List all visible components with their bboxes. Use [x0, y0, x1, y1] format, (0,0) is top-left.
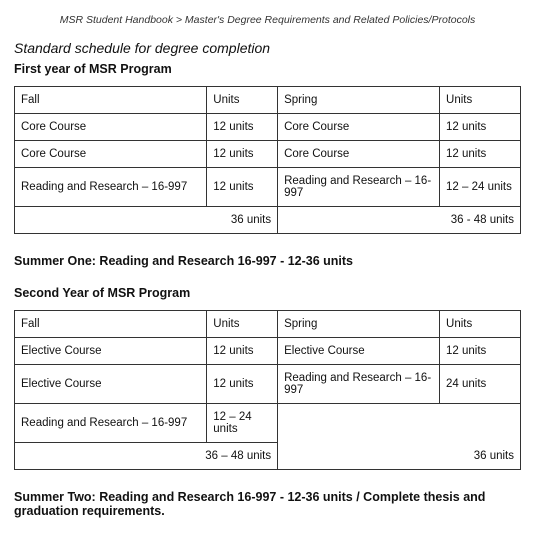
year1-table: Fall Units Spring Units Core Course 12 u…	[14, 86, 521, 234]
col-spring: Spring	[278, 311, 440, 338]
col-units1: Units	[207, 87, 278, 114]
col-spring: Spring	[278, 87, 440, 114]
table-row: Reading and Research – 16-997 12 units R…	[15, 168, 521, 207]
col-units2: Units	[440, 87, 521, 114]
table-row: Core Course 12 units Core Course 12 unit…	[15, 114, 521, 141]
table-row: Elective Course 12 units Reading and Res…	[15, 365, 521, 404]
breadcrumb: MSR Student Handbook > Master's Degree R…	[14, 14, 521, 26]
year2-table: Fall Units Spring Units Elective Course …	[14, 310, 521, 470]
table-header-row: Fall Units Spring Units	[15, 311, 521, 338]
table-row: Core Course 12 units Core Course 12 unit…	[15, 141, 521, 168]
col-units1: Units	[207, 311, 278, 338]
col-units2: Units	[440, 311, 521, 338]
year2-heading: Second Year of MSR Program	[14, 286, 521, 300]
table-header-row: Fall Units Spring Units	[15, 87, 521, 114]
year2-total-left: 36 – 48 units	[15, 443, 278, 470]
table-row: Reading and Research – 16-997 12 – 24 un…	[15, 404, 521, 443]
col-fall: Fall	[15, 311, 207, 338]
year2-total-right: 36 units	[278, 404, 521, 470]
table-row: Elective Course 12 units Elective Course…	[15, 338, 521, 365]
table-total-row: 36 units 36 - 48 units	[15, 207, 521, 234]
summer-two: Summer Two: Reading and Research 16-997 …	[14, 490, 521, 518]
year1-heading: First year of MSR Program	[14, 62, 521, 76]
summer-one: Summer One: Reading and Research 16-997 …	[14, 254, 521, 268]
section-title: Standard schedule for degree completion	[14, 40, 521, 56]
year1-total-right: 36 - 48 units	[278, 207, 521, 234]
year1-total-left: 36 units	[15, 207, 278, 234]
col-fall: Fall	[15, 87, 207, 114]
